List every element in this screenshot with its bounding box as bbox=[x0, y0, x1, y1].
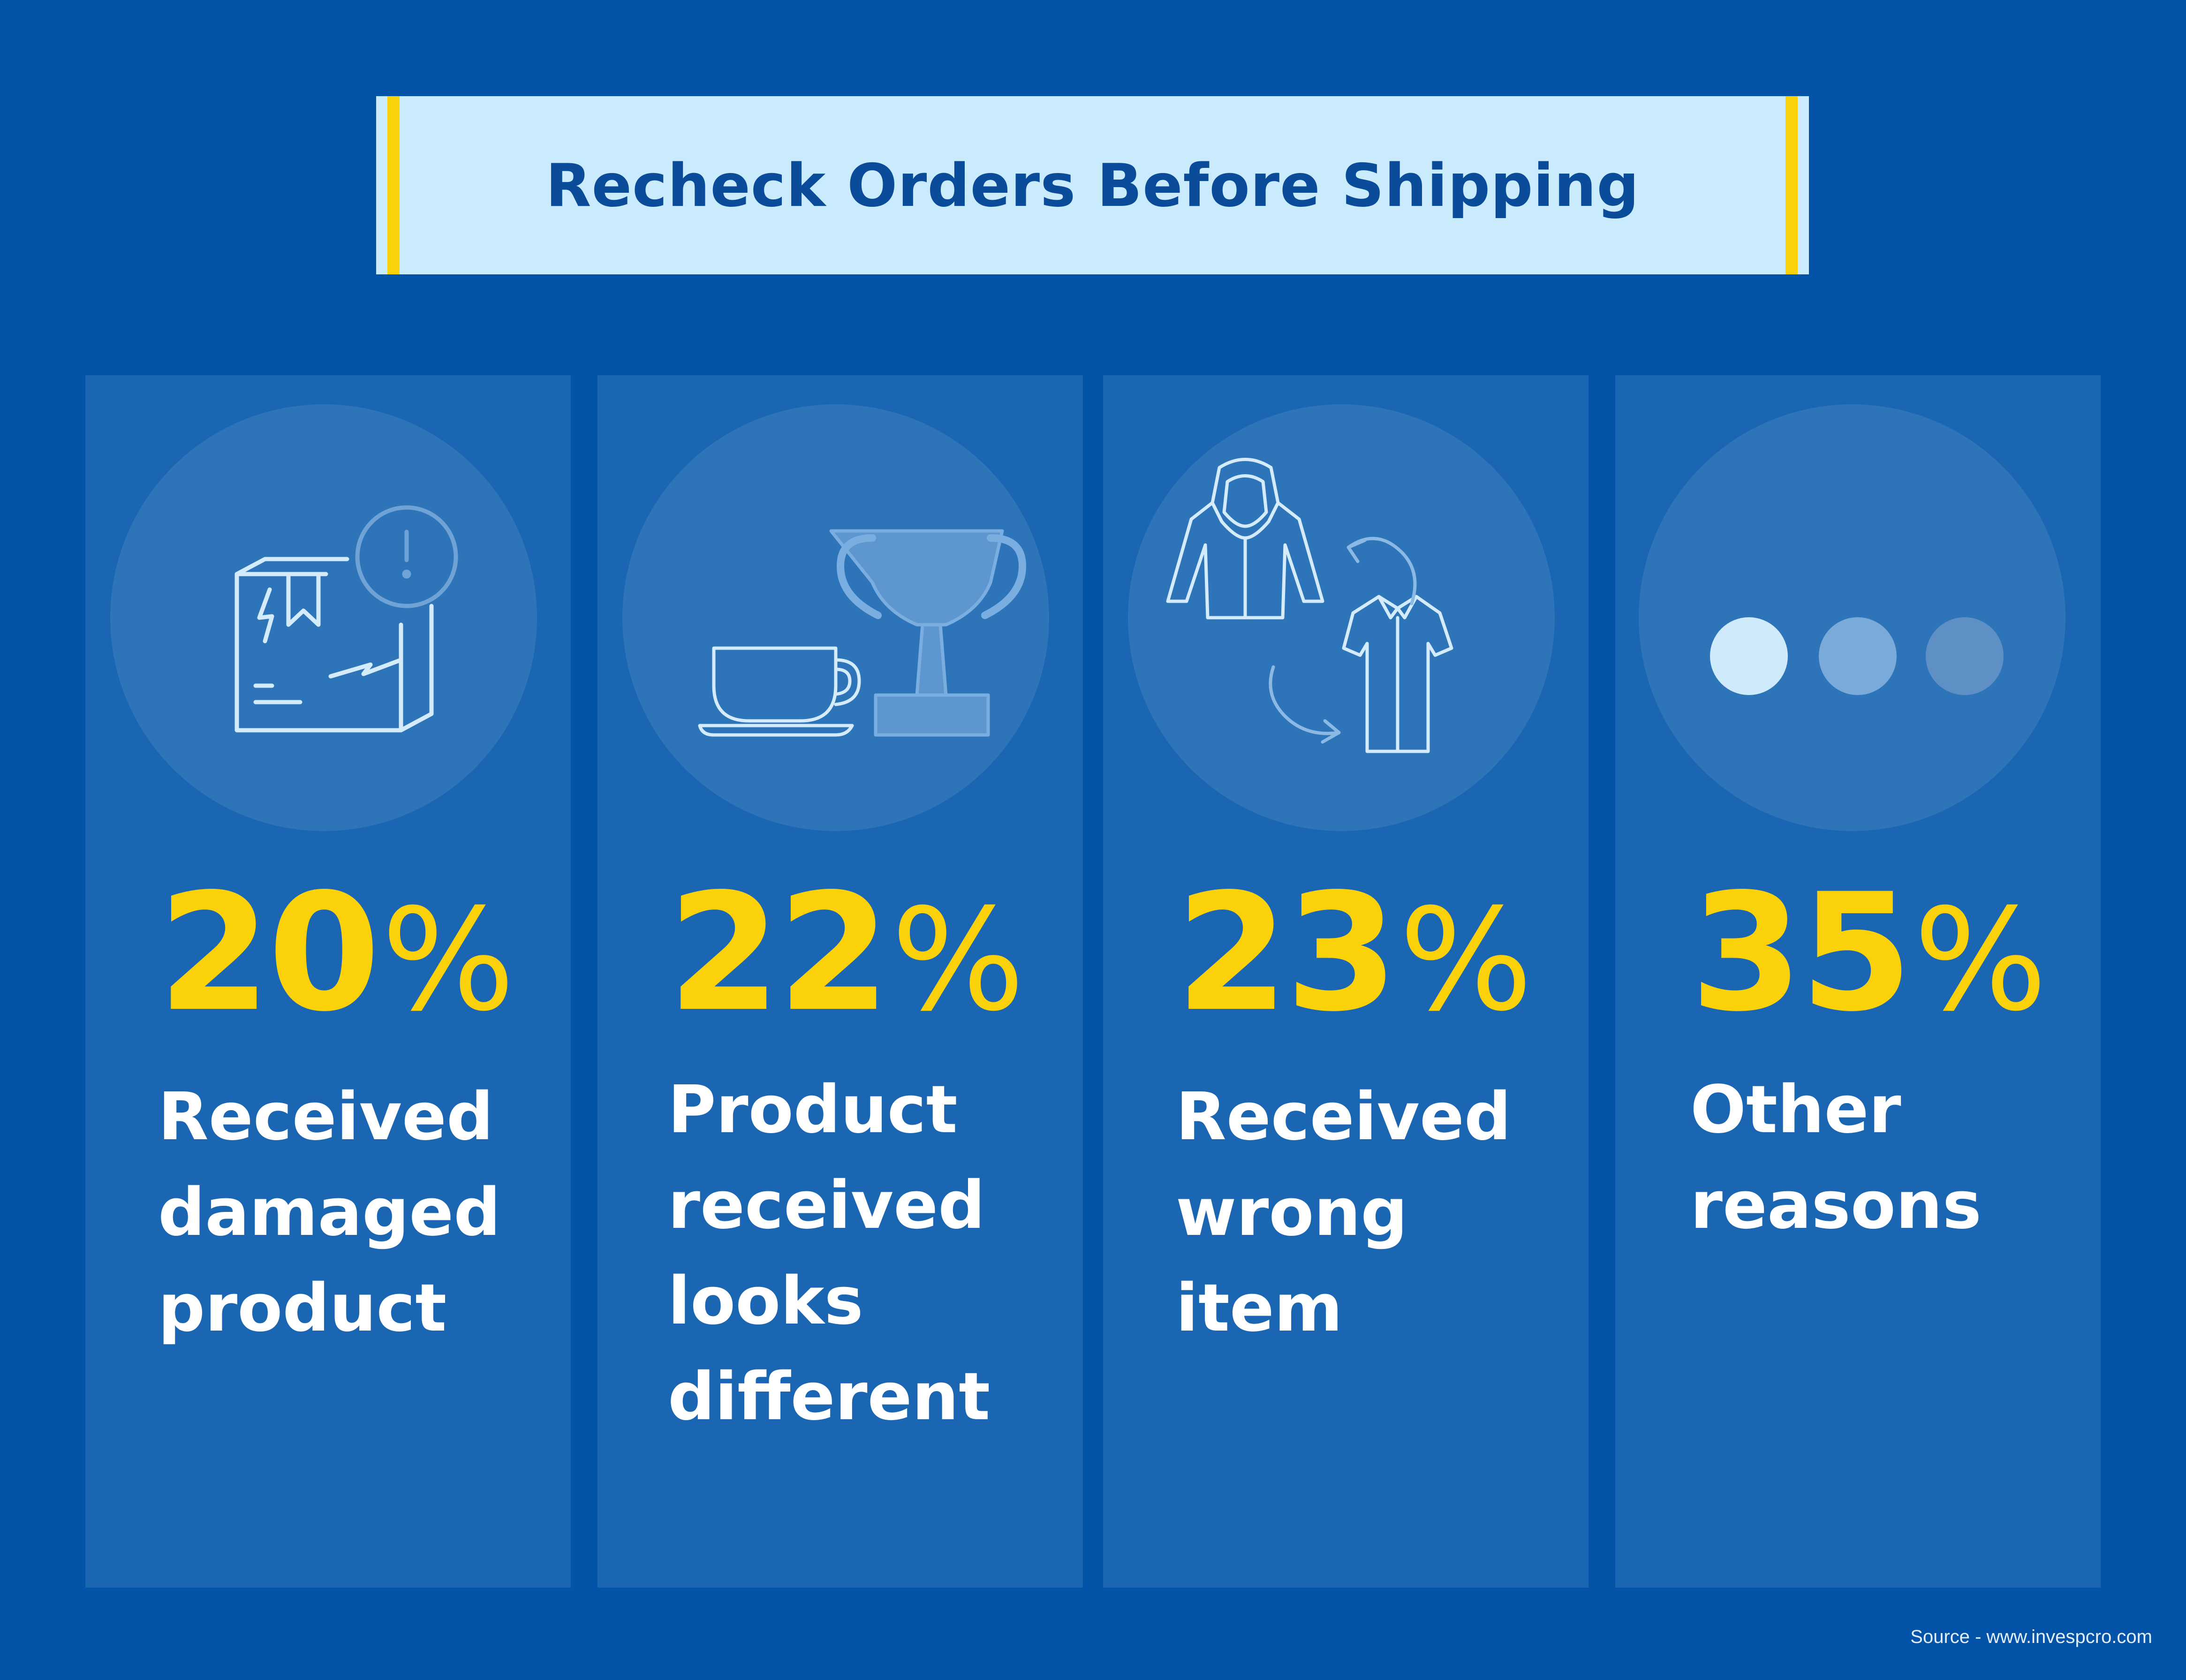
ellipsis-dots-icon bbox=[1710, 617, 2004, 695]
icon-circle bbox=[622, 404, 1049, 831]
stat-card-other: 35% Other reasons bbox=[1615, 375, 2101, 1588]
stat-card-wrong-item: 23% Received wrong item bbox=[1103, 375, 1588, 1588]
stat-label: Product received looks different bbox=[668, 1072, 991, 1435]
banner-stripe-left bbox=[387, 96, 400, 274]
clothing-swap-icon bbox=[1166, 458, 1453, 753]
stat-percent: 35% bbox=[1690, 859, 2048, 1047]
stat-card-damaged: 20% Received damaged product bbox=[85, 375, 571, 1588]
stat-percent: 22% bbox=[668, 859, 1025, 1047]
icon-circle bbox=[1128, 404, 1555, 831]
stat-percent: 23% bbox=[1176, 859, 1533, 1047]
stat-card-different: 22% Product received looks different bbox=[598, 375, 1083, 1588]
title-banner: Recheck Orders Before Shipping bbox=[376, 96, 1809, 274]
icon-circle bbox=[110, 404, 537, 831]
source-credit: Source - www.invespcro.com bbox=[1910, 1627, 2152, 1647]
page-title: Recheck Orders Before Shipping bbox=[545, 151, 1640, 220]
stat-percent: 20% bbox=[158, 859, 515, 1047]
stat-label: Received wrong item bbox=[1176, 1079, 1512, 1347]
icon-circle bbox=[1639, 404, 2065, 831]
cup-and-trophy-icon bbox=[698, 529, 1026, 737]
damaged-box-icon bbox=[234, 505, 458, 733]
banner-stripe-right bbox=[1785, 96, 1798, 274]
stat-label: Received damaged product bbox=[158, 1079, 501, 1347]
stat-label: Other reasons bbox=[1690, 1072, 1982, 1244]
